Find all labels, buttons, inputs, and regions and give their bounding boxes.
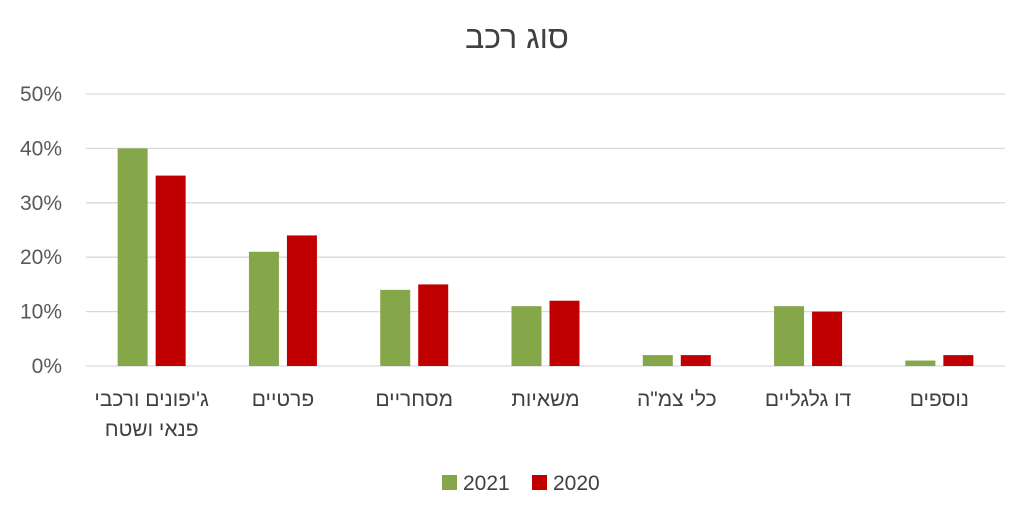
bar-2020-3 bbox=[549, 300, 580, 366]
y-tick-label: 20% bbox=[20, 246, 62, 269]
category-label: פנאי ושטח bbox=[105, 418, 199, 441]
bar-2021-3 bbox=[511, 306, 542, 366]
category-label: דו גלגליים bbox=[765, 388, 852, 411]
bar-2020-1 bbox=[286, 235, 317, 366]
bar-2020-2 bbox=[418, 284, 449, 366]
category-label: משאיות bbox=[511, 388, 579, 411]
bar-2020-4 bbox=[680, 355, 711, 366]
bar-2021-6 bbox=[905, 360, 936, 366]
legend-label-2020: 2020 bbox=[553, 472, 600, 495]
category-label: ג'יפונים ורכבי bbox=[94, 388, 209, 411]
legend-swatch-2021 bbox=[442, 475, 457, 490]
gridlines bbox=[86, 93, 1005, 367]
legend-label-2021: 2021 bbox=[463, 472, 510, 495]
y-tick-labels: 0% 10% 20% 30% 40% 50% bbox=[20, 83, 62, 378]
y-tick-label: 50% bbox=[20, 83, 62, 106]
category-labels: ג'יפונים ורכבי פנאי ושטח פרטיים מסחריים משאי… bbox=[94, 388, 969, 441]
category-label: כלי צמ"ה bbox=[637, 388, 717, 411]
category-label: נוספים bbox=[910, 388, 969, 411]
bar-2020-0 bbox=[155, 175, 186, 366]
bar-2021-5 bbox=[774, 306, 805, 366]
legend: 2021 2020 bbox=[442, 472, 600, 495]
category-label: מסחריים bbox=[375, 388, 453, 411]
bar-2021-0 bbox=[117, 148, 148, 366]
category-label: פרטיים bbox=[252, 388, 314, 411]
legend-swatch-2020 bbox=[532, 475, 547, 490]
y-tick-label: 40% bbox=[20, 137, 62, 160]
y-tick-label: 10% bbox=[20, 301, 62, 324]
bars bbox=[117, 148, 974, 366]
bar-2020-6 bbox=[943, 355, 974, 366]
y-tick-label: 0% bbox=[32, 355, 62, 378]
chart-title: סוג רכב bbox=[465, 19, 569, 55]
bar-2020-5 bbox=[812, 311, 843, 366]
y-tick-label: 30% bbox=[20, 192, 62, 215]
bar-2021-4 bbox=[642, 355, 673, 366]
bar-2021-2 bbox=[380, 289, 411, 366]
bar-2021-1 bbox=[248, 251, 279, 366]
